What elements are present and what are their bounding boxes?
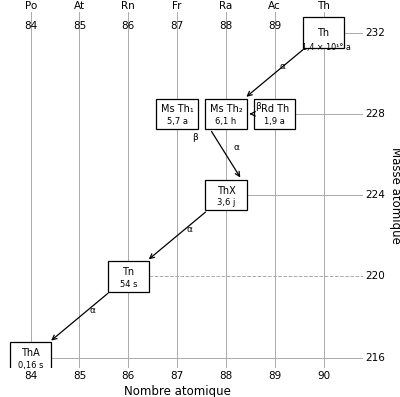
Text: 88: 88: [219, 21, 232, 31]
Text: 90: 90: [317, 371, 330, 381]
Bar: [10, 342, 52, 373]
Text: Ms Th₁: Ms Th₁: [161, 104, 194, 114]
Text: Ra: Ra: [219, 1, 232, 11]
Text: 85: 85: [73, 371, 86, 381]
Text: ThA: ThA: [21, 348, 40, 358]
Text: 220: 220: [365, 271, 385, 281]
Text: Tn: Tn: [122, 267, 134, 277]
Text: 89: 89: [268, 371, 281, 381]
Text: 84: 84: [24, 21, 37, 31]
Text: At: At: [74, 1, 85, 11]
Text: 5,7 a: 5,7 a: [166, 117, 188, 126]
Text: 87: 87: [170, 21, 184, 31]
Text: 86: 86: [122, 371, 135, 381]
Bar: [205, 98, 247, 129]
Text: 87: 87: [170, 371, 184, 381]
Text: 3,6 j: 3,6 j: [217, 198, 235, 207]
Text: β: β: [192, 133, 198, 142]
Text: 232: 232: [365, 27, 385, 38]
Text: 90: 90: [317, 21, 330, 31]
Text: Rd Th: Rd Th: [260, 104, 289, 114]
Text: β: β: [255, 102, 261, 111]
Text: 84: 84: [24, 371, 37, 381]
Text: α: α: [280, 62, 286, 71]
Text: Ms Th₂: Ms Th₂: [210, 104, 242, 114]
Text: Nombre atomique: Nombre atomique: [124, 385, 230, 397]
Text: α: α: [233, 143, 239, 152]
Text: Fr: Fr: [172, 1, 182, 11]
Text: 85: 85: [73, 21, 86, 31]
Text: α: α: [187, 225, 193, 234]
Text: Th: Th: [317, 1, 330, 11]
Text: 0,16 s: 0,16 s: [18, 361, 44, 370]
Bar: [303, 17, 344, 48]
Bar: [254, 98, 296, 129]
Text: 88: 88: [219, 371, 232, 381]
Text: 1,4 × 10¹° a: 1,4 × 10¹° a: [302, 43, 350, 52]
Bar: [156, 98, 198, 129]
Text: Masse atomique: Masse atomique: [390, 146, 400, 243]
Text: 54 s: 54 s: [120, 279, 137, 289]
Text: 1,9 a: 1,9 a: [264, 117, 285, 126]
Text: Ac: Ac: [268, 1, 281, 11]
Text: 86: 86: [122, 21, 135, 31]
Text: 224: 224: [365, 190, 385, 200]
Text: α: α: [89, 306, 95, 315]
Text: 89: 89: [268, 21, 281, 31]
Text: Rn: Rn: [122, 1, 135, 11]
Text: 216: 216: [365, 353, 385, 362]
Text: 228: 228: [365, 109, 385, 119]
Text: ThX: ThX: [216, 186, 235, 196]
Bar: [205, 180, 247, 210]
Text: Th: Th: [318, 27, 330, 38]
Bar: [108, 261, 149, 291]
Text: Po: Po: [24, 1, 37, 11]
Text: 6,1 h: 6,1 h: [215, 117, 236, 126]
